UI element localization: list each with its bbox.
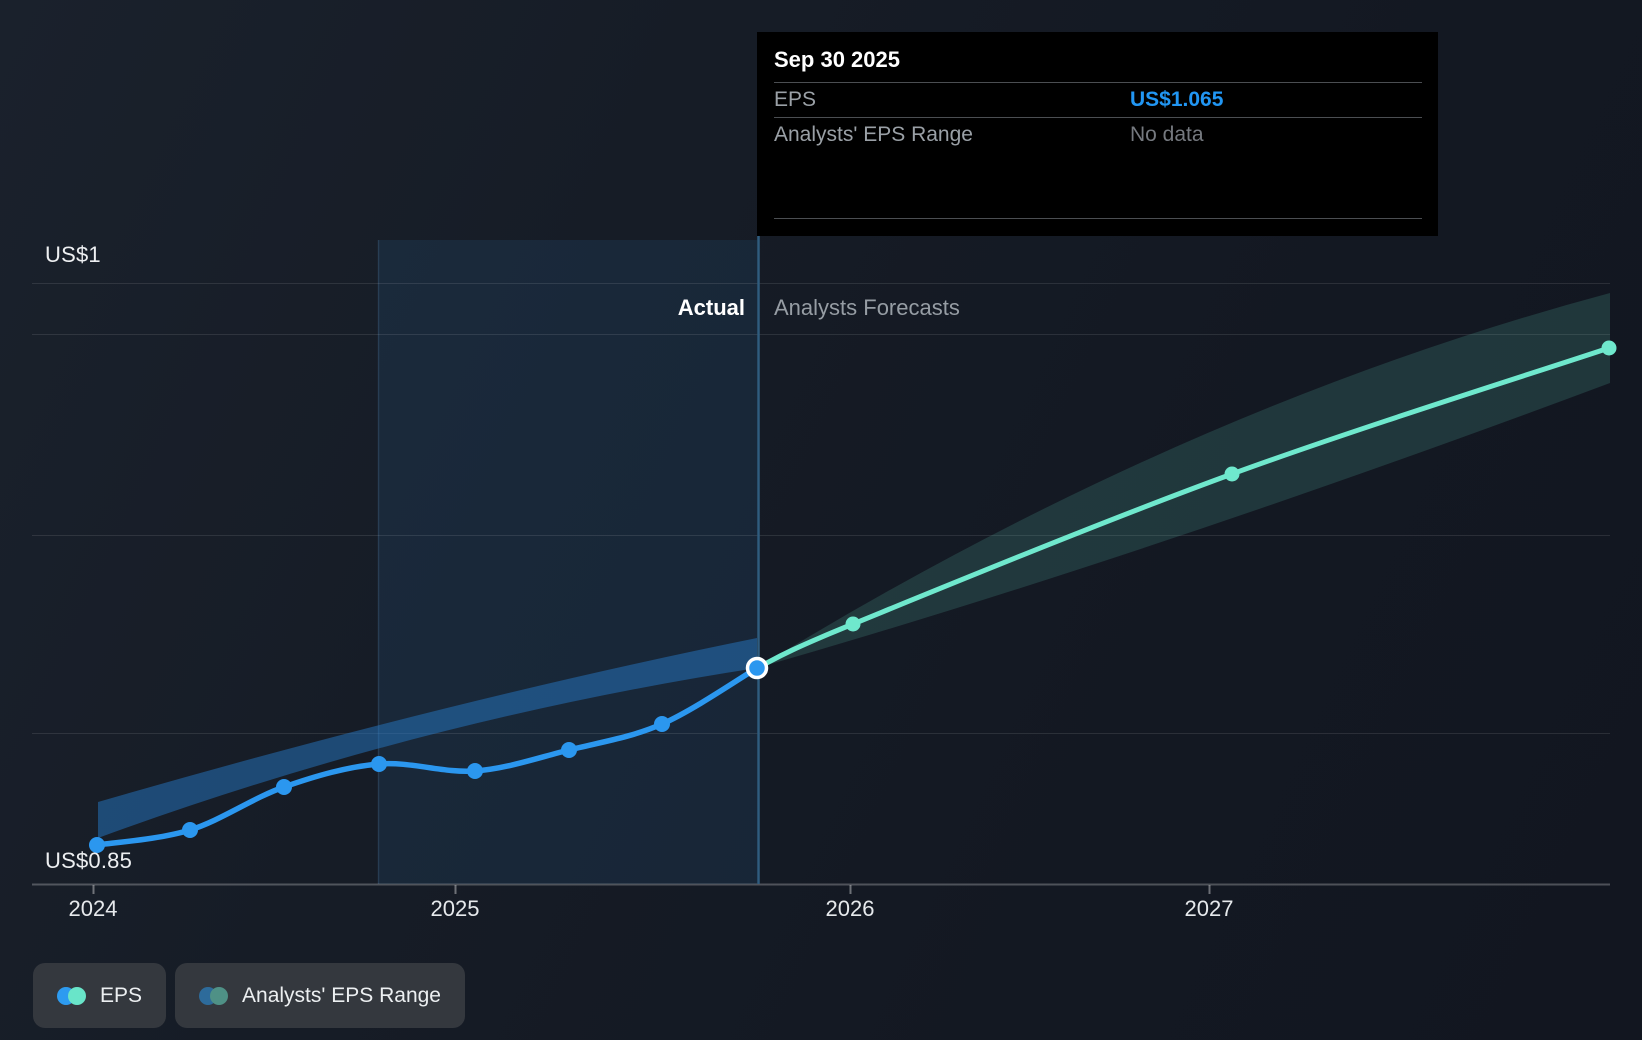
eps-forecast-data-point[interactable] — [1224, 466, 1240, 482]
legend-eps-label: EPS — [100, 983, 143, 1007]
tooltip-range-label: Analysts' EPS Range — [774, 123, 973, 146]
forecast-section-label: Analysts Forecasts — [774, 295, 960, 320]
tooltip-row-eps: EPS US$1.065 — [774, 82, 1422, 117]
tooltip-range-value: No data — [1130, 123, 1204, 146]
x-axis-label-2024: 2024 — [68, 896, 118, 921]
hovered-data-point[interactable] — [745, 656, 769, 680]
eps-actual-data-point[interactable] — [371, 756, 387, 772]
eps-actual-data-point[interactable] — [182, 822, 198, 838]
eps-actual-data-point[interactable] — [89, 837, 105, 853]
eps-forecast-line — [754, 345, 1612, 671]
tooltip-eps-value: US$1.065 — [1130, 88, 1224, 111]
eps-forecast-dot-icon — [68, 986, 86, 1005]
eps-actual-data-point[interactable] — [654, 716, 670, 732]
legend: EPS Analysts' EPS Range — [33, 963, 465, 1028]
eps-actual-data-point[interactable] — [276, 779, 292, 795]
range-forecast-dot-icon — [210, 986, 229, 1005]
eps-series-icon — [57, 986, 86, 1005]
tooltip-row-range: Analysts' EPS Range No data — [774, 117, 1422, 152]
actual-highlight-band — [378, 240, 757, 884]
eps-forecast-data-point[interactable] — [845, 616, 861, 632]
tooltip-footer-divider — [774, 218, 1422, 219]
tooltip-date: Sep 30 2025 — [774, 47, 900, 72]
legend-item-analysts-eps-range[interactable]: Analysts' EPS Range — [175, 963, 465, 1028]
x-axis-label-2027: 2027 — [1184, 896, 1234, 921]
eps-actual-data-point[interactable] — [561, 742, 577, 758]
tooltip-eps-label: EPS — [774, 88, 817, 111]
y-axis-label-top: US$1 — [45, 242, 101, 267]
range-series-icon — [199, 986, 229, 1005]
x-axis-label-2026: 2026 — [825, 896, 875, 921]
x-axis-label-2025: 2025 — [430, 896, 480, 921]
legend-range-label: Analysts' EPS Range — [242, 983, 441, 1007]
y-axis-label-bottom: US$0.85 — [45, 848, 133, 873]
eps-forecast-data-point[interactable] — [1601, 340, 1617, 356]
eps-actual-data-point[interactable] — [467, 763, 483, 779]
analysts-eps-range-actual-band — [98, 638, 757, 838]
legend-item-eps[interactable]: EPS — [33, 963, 167, 1028]
tooltip: Sep 30 2025 EPS US$1.065 Analysts' EPS R… — [757, 32, 1438, 236]
actual-section-label: Actual — [677, 295, 745, 320]
